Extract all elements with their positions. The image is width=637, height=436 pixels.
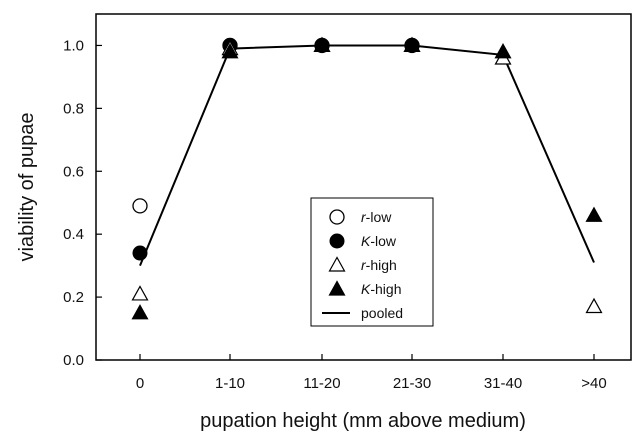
- series-pooled: [139, 44, 595, 267]
- legend-swatch-K-high: [328, 280, 346, 296]
- legend-label: r-high: [361, 257, 397, 273]
- data-point-K-high: [313, 36, 331, 53]
- legend-swatch-r-low: [329, 209, 345, 225]
- data-point-r-high: [585, 297, 603, 314]
- data-point-K-high: [403, 36, 421, 53]
- x-tick-label: 1-10: [215, 375, 245, 392]
- data-point-r-low: [132, 198, 148, 214]
- x-tick-label: 0: [136, 375, 144, 392]
- data-markers: [131, 36, 603, 320]
- x-axis: 0 1-10 11-20 21-30 31-40 >40: [136, 354, 607, 392]
- x-tick-label: 31-40: [484, 375, 522, 392]
- y-axis-title: viability of pupae: [16, 113, 38, 262]
- x-axis-title: pupation height (mm above medium): [200, 410, 526, 432]
- data-point-K-high: [131, 304, 149, 320]
- y-axis: 0.0 0.2 0.4 0.6 0.8 1.0: [63, 37, 102, 369]
- y-tick-label: 0.4: [63, 226, 84, 243]
- legend-swatch-r-high: [328, 256, 346, 272]
- data-point-K-high: [221, 43, 239, 59]
- y-tick-label: 0.2: [63, 289, 84, 306]
- legend-label: K-low: [361, 233, 397, 249]
- y-tick-label: 0.6: [63, 163, 84, 180]
- plot-frame: [95, 13, 632, 361]
- y-tick-label: 0.0: [63, 352, 84, 369]
- y-tick-label: 1.0: [63, 37, 84, 54]
- legend-label: K-high: [361, 281, 401, 297]
- data-point-K-high: [585, 206, 603, 222]
- pooled-line: [139, 44, 595, 267]
- legend-label: r-low: [361, 209, 392, 225]
- legend: r-low K-low r-high K-high pooled: [310, 197, 434, 327]
- data-point-K-low: [132, 245, 148, 261]
- x-tick-label: >40: [581, 375, 606, 392]
- legend-label: pooled: [361, 305, 403, 321]
- legend-swatch-K-low: [329, 233, 345, 249]
- data-point-r-high: [131, 285, 149, 301]
- x-tick-label: 21-30: [393, 375, 431, 392]
- x-tick-label: 11-20: [303, 375, 340, 392]
- data-point-K-high: [494, 43, 512, 59]
- y-tick-label: 0.8: [63, 100, 84, 117]
